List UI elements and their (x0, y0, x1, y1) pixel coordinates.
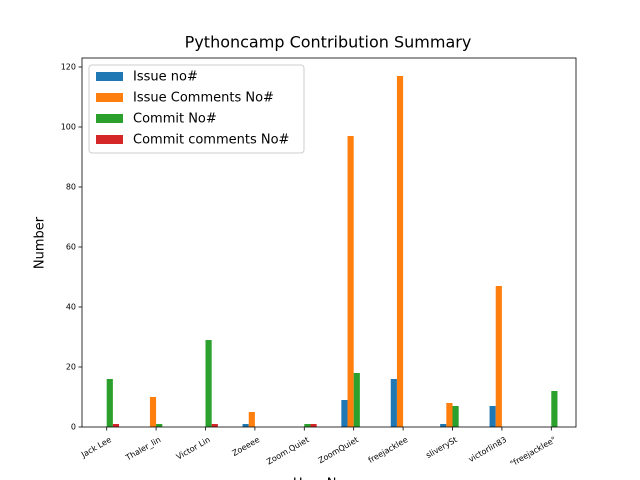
legend-label: Commit comments No# (133, 133, 289, 148)
legend-label: Issue Comments No# (133, 91, 274, 106)
legend-label: Issue no# (133, 70, 198, 85)
bar (440, 424, 447, 427)
legend-box (88, 64, 305, 154)
y-tick-label: 100 (61, 123, 76, 132)
legend-swatch (96, 135, 123, 144)
bar (347, 136, 354, 427)
plot-frame (81, 57, 577, 428)
bar (390, 379, 397, 427)
bar (353, 373, 360, 427)
chart-title: Pythoncamp Contribution Summary (185, 33, 472, 52)
bar (248, 412, 255, 427)
bar (242, 424, 249, 427)
bar (149, 397, 157, 427)
bar (452, 406, 459, 427)
y-tick-label: 20 (66, 363, 76, 372)
y-tick-label: 0 (71, 423, 76, 432)
bar (489, 406, 496, 427)
bar (106, 379, 113, 427)
legend-swatch (96, 72, 123, 81)
bar (211, 424, 218, 427)
bar (205, 340, 212, 427)
legend-swatch (96, 114, 123, 123)
y-tick-label: 60 (66, 243, 76, 252)
legend-swatch (96, 93, 123, 102)
y-tick-label: 120 (61, 63, 76, 72)
bar (341, 400, 348, 427)
legend-label: Commit No# (133, 112, 217, 127)
y-tick-label: 40 (66, 303, 76, 312)
bar (156, 424, 163, 427)
y-axis-label: Number (33, 216, 48, 269)
y-tick-label: 80 (66, 183, 76, 192)
bar (495, 286, 502, 427)
bar (396, 76, 404, 427)
bar (112, 424, 120, 427)
bar (304, 424, 311, 427)
x-axis-label: User Name (293, 477, 365, 480)
bar (310, 424, 317, 427)
bar (446, 403, 453, 427)
bar (551, 391, 558, 427)
